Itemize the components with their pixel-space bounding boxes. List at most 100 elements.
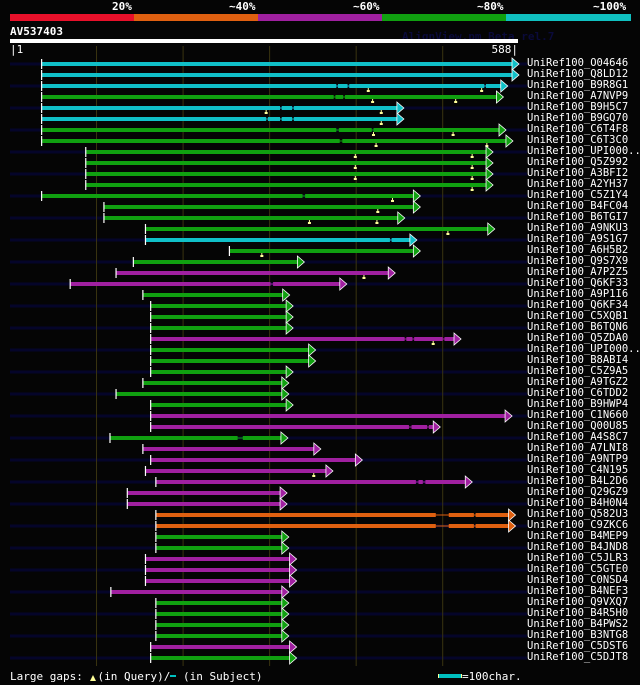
hit-name[interactable]: UniRef100_UPI000.. <box>527 343 640 355</box>
hit-name[interactable]: UniRef100_A9NKU3 <box>527 222 629 234</box>
hit-name[interactable]: UniRef100_C5Z1Y4 <box>527 189 629 201</box>
hit-name[interactable]: UniRef100_C5DJT8 <box>527 651 629 663</box>
alignment-segment <box>151 656 290 660</box>
hit-name[interactable]: UniRef100_Q582U3 <box>527 508 629 520</box>
legend-bar-green <box>382 14 506 21</box>
hit-name[interactable]: UniRef100_A7P2Z5 <box>527 266 629 278</box>
hit-name[interactable]: UniRef100_B6TQN6 <box>527 321 629 333</box>
query-gap-marker <box>375 222 379 224</box>
alignment-end-arrow <box>409 233 418 247</box>
hit-name[interactable]: UniRef100_B6TGI7 <box>527 211 629 223</box>
alignment-start-tick <box>144 576 147 586</box>
hit-name[interactable]: UniRef100_C5DST6 <box>527 640 629 652</box>
query-gap-marker <box>366 90 370 92</box>
alignment-segment <box>42 73 512 77</box>
alignment-start-tick <box>155 510 157 520</box>
hit-name[interactable]: UniRef100_C6T3C0 <box>527 134 629 146</box>
scale-legend: =100char. <box>438 670 522 683</box>
hit-name[interactable]: UniRef100_Q6KF33 <box>527 277 629 289</box>
hit-name[interactable]: UniRef100_A7NVP9 <box>527 90 629 102</box>
hit-name[interactable]: UniRef100_A9P1I6 <box>527 288 629 300</box>
hit-name[interactable]: UniRef100_C5GTE0 <box>527 563 629 575</box>
alignment-end-arrow <box>281 629 290 643</box>
hit-name[interactable]: UniRef100_B4R5H0 <box>527 607 629 619</box>
alignment-segment <box>151 315 287 319</box>
hit-name[interactable]: UniRef100_Q6KF34 <box>527 299 629 311</box>
hit-name[interactable]: UniRef100_C4N195 <box>527 464 629 476</box>
hit-name[interactable]: UniRef100_B4MEP9 <box>527 530 629 542</box>
alignment-segment <box>133 260 298 264</box>
query-name: AV537403 <box>10 25 63 38</box>
hit-name[interactable]: UniRef100_Q9VXQ7 <box>527 596 629 608</box>
alignment-start-tick <box>41 136 43 146</box>
alignment-start-tick <box>115 389 117 399</box>
hit-name[interactable]: UniRef100_A2YH37 <box>527 178 629 190</box>
hit-name[interactable]: UniRef100_A6H5B2 <box>527 244 629 256</box>
legend-bar-cyan <box>506 14 631 21</box>
hit-name[interactable]: UniRef100_C0NSD4 <box>527 574 629 586</box>
hit-name[interactable]: UniRef100_B4H0N4 <box>527 497 629 509</box>
hit-name[interactable]: UniRef100_C5Z9A5 <box>527 365 629 377</box>
hit-name[interactable]: UniRef100_B9R8G1 <box>527 79 629 91</box>
hit-name[interactable]: UniRef100_B4PWS2 <box>527 618 629 630</box>
hit-name[interactable]: UniRef100_B8ABI4 <box>527 354 629 366</box>
alignment-segment <box>127 502 281 506</box>
hit-name[interactable]: UniRef100_C1N660 <box>527 409 629 421</box>
hit-name[interactable]: UniRef100_C6TDD2 <box>527 387 629 399</box>
query-gap-marker-stem <box>265 110 267 112</box>
alignment-segment <box>156 612 282 616</box>
hit-name[interactable]: UniRef100_Q00U85 <box>527 420 629 432</box>
alignment-start-tick <box>41 103 43 113</box>
hit-name[interactable]: UniRef100_O04646 <box>527 57 629 69</box>
alignment-segment <box>156 524 436 528</box>
alignment-end-arrow <box>281 387 290 401</box>
hit-name[interactable]: UniRef100_Q5Z992 <box>527 156 629 168</box>
alignment-end-arrow <box>285 299 294 313</box>
hit-name[interactable]: UniRef100_Q5ZDA0 <box>527 332 629 344</box>
query-gap-marker-stem <box>354 176 356 178</box>
alignment-segment <box>156 623 282 627</box>
hit-name[interactable]: UniRef100_A7LNI8 <box>527 442 629 454</box>
hit-name[interactable]: UniRef100_B4NEF3 <box>527 585 629 597</box>
hit-name[interactable]: UniRef100_B4JND8 <box>527 541 629 553</box>
alignment-start-tick <box>85 180 87 190</box>
hit-name[interactable]: UniRef100_Q9S7X9 <box>527 255 629 267</box>
hit-name[interactable]: UniRef100_A9TGZ2 <box>527 376 629 388</box>
alignment-segment <box>338 128 372 132</box>
query-gap-marker-stem <box>380 121 382 123</box>
hit-name[interactable]: UniRef100_B4FC04 <box>527 200 629 212</box>
hit-name[interactable]: UniRef100_C6T4F8 <box>527 123 629 135</box>
alignment-end-arrow <box>289 640 298 654</box>
alignment-start-tick <box>103 202 105 212</box>
hit-name[interactable]: UniRef100_UPI000.. <box>527 145 640 157</box>
hit-name[interactable]: UniRef100_Q8LD12 <box>527 68 629 80</box>
alignment-start-tick <box>155 609 157 619</box>
query-gap-marker <box>264 112 268 114</box>
hit-name[interactable]: UniRef100_A9NTP9 <box>527 453 629 465</box>
alignment-segment <box>110 436 238 440</box>
hit-name[interactable]: UniRef100_B9H5C7 <box>527 101 629 113</box>
alignment-segment <box>281 117 293 121</box>
hit-name[interactable]: UniRef100_B9HWP4 <box>527 398 629 410</box>
alignment-segment <box>151 370 287 374</box>
query-gap-marker-stem <box>375 143 377 145</box>
hit-name[interactable]: UniRef100_A3BFI2 <box>527 167 629 179</box>
hit-name[interactable]: UniRef100_Q29GZ9 <box>527 486 629 498</box>
legend-bar-purple <box>258 14 382 21</box>
hit-name[interactable]: UniRef100_B3NTG8 <box>527 629 629 641</box>
hit-name[interactable]: UniRef100_C9ZKC6 <box>527 519 629 531</box>
alignment-segment <box>373 128 500 132</box>
hit-name[interactable]: UniRef100_A4S8C7 <box>527 431 629 443</box>
hit-name[interactable]: UniRef100_C5JLR3 <box>527 552 629 564</box>
alignment-segment <box>293 117 397 121</box>
alignment-start-tick <box>150 367 152 377</box>
alignment-segment <box>145 568 290 572</box>
hit-name[interactable]: UniRef100_B9GQ70 <box>527 112 629 124</box>
query-gap-marker <box>470 167 474 169</box>
hit-name[interactable]: UniRef100_B4L2D6 <box>527 475 629 487</box>
alignment-end-arrow <box>505 134 514 148</box>
query-gap-marker <box>431 343 435 345</box>
hit-name[interactable]: UniRef100_C5XQB1 <box>527 310 629 322</box>
hit-name[interactable]: UniRef100_A9S1G7 <box>527 233 629 245</box>
alignment-segment <box>151 458 356 462</box>
